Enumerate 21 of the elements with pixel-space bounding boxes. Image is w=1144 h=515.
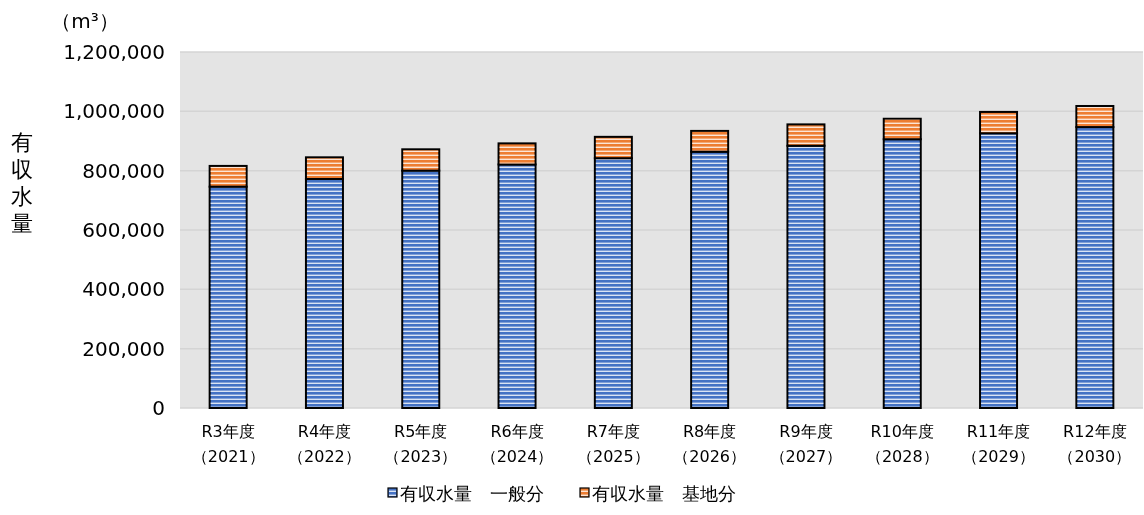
y-tick-label: 400,000 <box>82 277 165 302</box>
x-tick-label: R9年度（2027） <box>769 422 843 466</box>
y-tick-label: 800,000 <box>82 158 165 183</box>
y-tick-label: 0 <box>152 396 165 420</box>
x-tick-label: R10年度（2028） <box>865 422 939 466</box>
x-tick-label: R11年度（2029） <box>962 422 1035 466</box>
y-tick-label: 200,000 <box>82 336 165 361</box>
y-tick-label: 1,000,000 <box>63 99 165 124</box>
x-tick-label: R12年度（2030） <box>1058 422 1132 466</box>
y-axis-title: 有収水量 <box>11 130 33 236</box>
x-tick-label: R6年度（2024） <box>480 422 554 466</box>
legend-label: 有収水量 一般分 <box>400 483 544 504</box>
x-tick-label: R7年度（2025） <box>576 422 650 466</box>
legend-label: 有収水量 基地分 <box>592 483 736 504</box>
y-tick-label: 1,200,000 <box>63 40 165 64</box>
y-tick-label: 600,000 <box>82 218 165 242</box>
x-tick-label: R4年度（2022） <box>288 422 361 466</box>
x-tick-label: R5年度（2023） <box>384 422 458 466</box>
x-tick-label: R3年度（2021） <box>191 422 265 466</box>
text: （m³） <box>51 9 119 33</box>
x-tick-label: R8年度（2026） <box>673 422 747 466</box>
